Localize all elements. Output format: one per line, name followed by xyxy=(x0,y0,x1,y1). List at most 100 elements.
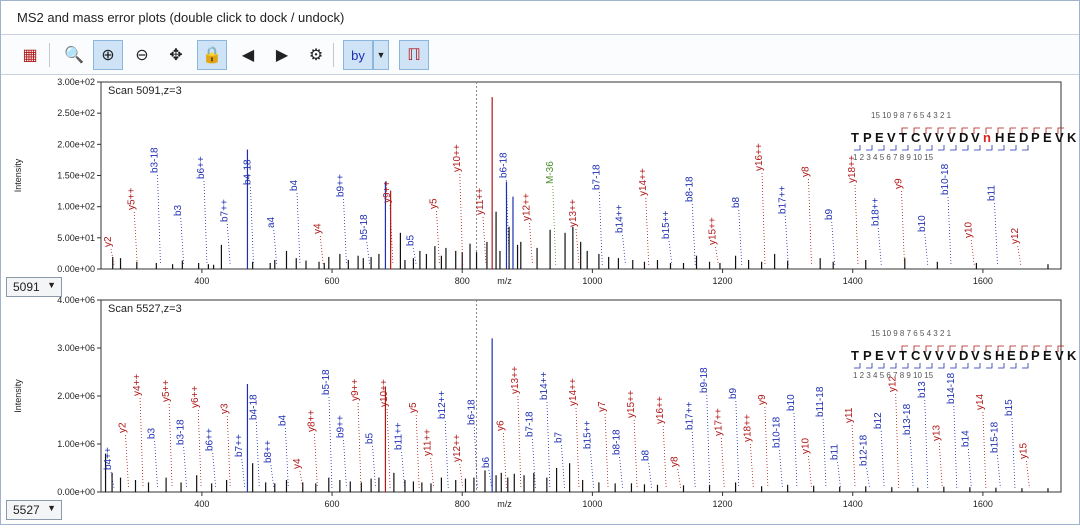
spectrum-panel-1[interactable]: 0.00e+00 1.00e+06 2.00e+06 3.00e+06 4.00e+06… xyxy=(13,295,1077,509)
y-ion-bracket xyxy=(973,127,980,134)
fragment-link xyxy=(203,180,208,266)
fragment-link xyxy=(831,221,836,266)
sequence-residue: V xyxy=(887,130,896,145)
table-view-button[interactable]: ▦ xyxy=(15,40,45,70)
fragment-label: y17++ xyxy=(713,408,724,436)
fragment-label: b6++ xyxy=(196,156,207,179)
peak-labels-button[interactable]: ℿ xyxy=(399,40,429,70)
fragment-label: y13++ xyxy=(510,366,521,394)
x-tick-label: 400 xyxy=(194,276,209,286)
toolbar: ▦ 🔍 ⊕ ⊖ ✥ 🔒 ◀ ▶ ⚙ by ▼ ℿ xyxy=(1,35,1079,75)
y-ion-bracket xyxy=(1021,127,1028,134)
scan-select-top[interactable]: 5091 ▼ xyxy=(6,277,62,297)
zoom-out-button[interactable]: ⊖ xyxy=(127,40,157,70)
zoom-reset-button[interactable]: 🔍 xyxy=(59,40,89,70)
fragment-link xyxy=(482,216,487,266)
b-ion-bracket xyxy=(962,145,969,151)
fragment-link xyxy=(749,443,754,489)
fragment-label: b9 xyxy=(824,208,835,220)
sequence-residue: E xyxy=(875,130,884,145)
b-ion-bracket xyxy=(914,363,921,369)
sequence-residue: V xyxy=(947,348,956,363)
settings-button[interactable]: ⚙ xyxy=(301,40,331,70)
fragment-label: y4 xyxy=(292,458,303,469)
lock-button[interactable]: 🔒 xyxy=(197,40,227,70)
zoom-prev-button[interactable]: ◀ xyxy=(233,40,263,70)
fragment-label: y7 xyxy=(597,401,608,412)
y-tick-label: 0.00e+00 xyxy=(57,264,95,274)
sequence-residue: E xyxy=(1007,348,1016,363)
fragment-label: y10++ xyxy=(379,379,390,407)
pan-button[interactable]: ✥ xyxy=(161,40,191,70)
fragment-label: b8 xyxy=(731,196,742,208)
fragment-link xyxy=(314,433,318,489)
x-tick-label: 1600 xyxy=(973,499,993,509)
x-tick-label: 1400 xyxy=(843,276,863,286)
x-tick-label: 1000 xyxy=(582,276,602,286)
toolbar-separator xyxy=(333,43,334,67)
fragment-label: b14++ xyxy=(615,204,626,233)
title-bar[interactable]: MS2 and mass error plots (double click t… xyxy=(1,1,1079,35)
fragment-label: b11-18 xyxy=(815,386,826,417)
fragment-label: y3 xyxy=(219,403,230,414)
fragment-link xyxy=(436,210,440,266)
fragment-link xyxy=(197,409,202,489)
fragment-label: y8 xyxy=(801,166,812,177)
scan-select-bottom[interactable]: 5527 ▼ xyxy=(6,500,62,520)
fragment-link xyxy=(715,246,719,266)
by-ions-icon: by xyxy=(351,47,365,63)
zoom-in-button[interactable]: ⊕ xyxy=(93,40,123,70)
x-tick-label: 1200 xyxy=(713,276,733,286)
sequence-residue: V xyxy=(1055,130,1064,145)
fragment-label: y9 xyxy=(757,394,768,405)
y-ion-numbers: 15 10 9 8 7 6 5 4 3 2 1 xyxy=(871,111,952,120)
sequence-residue: C xyxy=(911,130,921,145)
fragment-label: b11 xyxy=(987,185,998,201)
b-ion-bracket xyxy=(926,363,933,369)
y-ion-bracket xyxy=(937,345,944,352)
fragment-label: b7++ xyxy=(234,434,245,457)
fragment-link xyxy=(255,421,260,489)
spectrum-panel-0[interactable]: 0.00e+00 5.00e+01 1.00e+02 1.50e+02 2.00e+02… xyxy=(13,77,1077,286)
fragment-label: a4 xyxy=(266,216,277,228)
b-ion-bracket xyxy=(986,145,993,151)
fragment-label: b14++ xyxy=(539,371,550,400)
fragment-label: b6 xyxy=(481,456,492,468)
b-ion-numbers: 1 2 3 4 5 6 7 8 9 10 15 xyxy=(853,371,934,380)
fragment-label: y12++ xyxy=(452,434,463,462)
ion-type-dropdown[interactable]: ▼ xyxy=(373,40,389,70)
ion-type-button[interactable]: by xyxy=(343,40,373,70)
x-tick-label: 600 xyxy=(325,276,340,286)
sequence-residue: H xyxy=(995,130,1004,145)
fragment-link xyxy=(505,179,510,266)
fragment-label: b13-18 xyxy=(902,403,913,435)
fragment-label: b12 xyxy=(873,412,884,429)
b-ion-bracket xyxy=(1022,363,1029,369)
y-ion-bracket xyxy=(961,345,968,352)
fragment-label: b4 xyxy=(289,179,300,191)
fragment-link xyxy=(529,222,533,266)
y-ion-bracket xyxy=(1045,345,1052,352)
fragment-label: y18++ xyxy=(742,414,753,442)
sequence-residue: C xyxy=(911,348,921,363)
y-tick-label: 2.00e+02 xyxy=(57,139,95,149)
fragment-label: b3-18 xyxy=(176,419,187,445)
fragment-link xyxy=(982,411,987,489)
fragment-label: y8++ xyxy=(306,410,317,432)
sequence-residue: D xyxy=(959,130,968,145)
fragment-link xyxy=(372,445,376,489)
fragment-link xyxy=(604,413,609,489)
fragment-link xyxy=(517,395,522,489)
fragment-link xyxy=(270,464,275,489)
fragment-label: b4-18 xyxy=(248,394,259,420)
x-tick-label: 1400 xyxy=(843,499,863,509)
b-ion-bracket xyxy=(998,363,1005,369)
fragment-label: b8 xyxy=(641,449,652,461)
fragment-link xyxy=(619,456,623,489)
fragment-link xyxy=(296,192,301,266)
fragment-link xyxy=(328,396,333,489)
fragment-label: b9 xyxy=(728,387,739,399)
zoom-next-button[interactable]: ▶ xyxy=(267,40,297,70)
fragment-link xyxy=(250,186,254,266)
b-ion-bracket xyxy=(878,145,885,151)
